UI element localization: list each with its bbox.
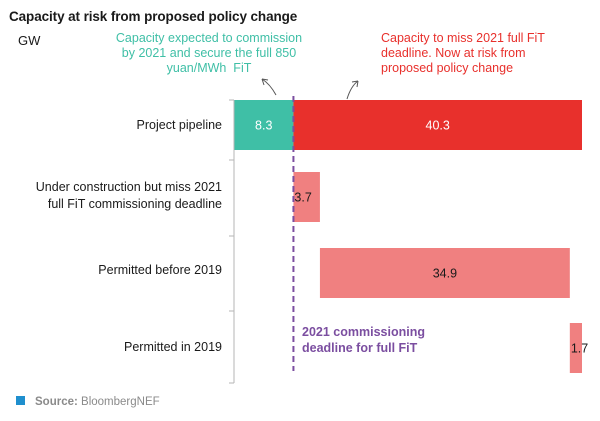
category-label: Permitted before 2019 — [2, 262, 222, 279]
annotation-on-time-line: yuan/MWh FiT — [166, 61, 252, 75]
bar-value-label: 40.3 — [426, 119, 450, 133]
category-label-line: Permitted before 2019 — [98, 263, 222, 277]
value-labels-layer: 8.3 40.3 3.7 34.9 1.7 — [255, 119, 588, 356]
annotation-at-risk-line: Capacity to miss 2021 full FiT — [381, 31, 545, 45]
annotation-at-risk: Capacity to miss 2021 full FiT deadline.… — [381, 31, 596, 76]
bar — [293, 100, 582, 150]
annotation-on-time: Capacity expected to commission by 2021 … — [104, 31, 314, 76]
arrow-left-icon-head — [261, 78, 269, 86]
annotation-arrows — [261, 78, 359, 100]
category-label-line: Under construction but miss 2021 — [35, 180, 222, 194]
bar — [293, 172, 320, 222]
bar-value-label: 1.7 — [571, 342, 588, 356]
bar-value-label: 34.9 — [433, 267, 457, 281]
source-text: BloombergNEF — [81, 396, 160, 408]
axis-layer — [229, 96, 295, 384]
category-label: Permitted in 2019 — [2, 339, 222, 356]
deadline-label: 2021 commissioning deadline for full FiT — [302, 324, 425, 356]
bar-value-label: 3.7 — [294, 191, 311, 205]
bar-value-label: 8.3 — [255, 119, 272, 133]
source-label: Source: — [35, 396, 78, 408]
category-label: Project pipeline — [2, 117, 222, 134]
arrow-left-icon — [261, 78, 277, 96]
category-label-line: full FiT commissioning deadline — [47, 197, 222, 211]
annotation-at-risk-line: proposed policy change — [381, 61, 514, 75]
annotation-on-time-line: by 2021 and secure the full 850 — [121, 46, 297, 60]
arrow-right-icon — [346, 80, 359, 100]
category-label-line: Permitted in 2019 — [124, 340, 222, 354]
chart-title: Capacity at risk from proposed policy ch… — [9, 9, 298, 24]
bar — [319, 248, 570, 298]
bar — [234, 100, 294, 150]
deadline-label-line: 2021 commissioning — [302, 325, 425, 339]
source-note: Source: BloombergNEF — [16, 396, 160, 408]
unit-label: GW — [18, 33, 41, 48]
annotation-on-time-line: Capacity expected to commission — [115, 31, 303, 45]
source-marker-icon — [16, 396, 25, 406]
bars-layer — [234, 100, 582, 373]
category-label-line: Project pipeline — [136, 118, 222, 132]
bar — [569, 323, 582, 373]
arrow-right-icon-head — [351, 80, 359, 88]
deadline-label-line: deadline for full FiT — [302, 341, 418, 355]
annotation-at-risk-line: deadline. Now at risk from — [381, 46, 526, 60]
category-label: Under construction but miss 2021 full Fi… — [2, 179, 222, 213]
